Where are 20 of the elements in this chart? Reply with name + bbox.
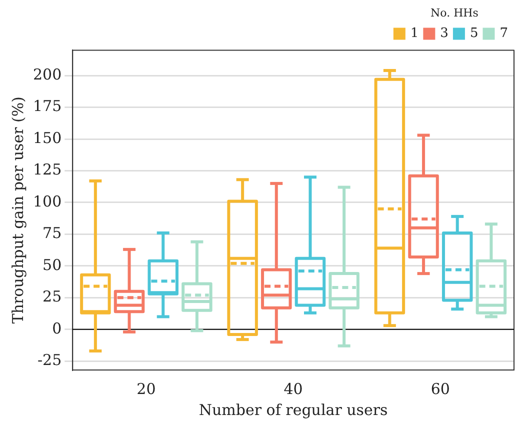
y-tick-label: 175 [32, 97, 62, 116]
y-tick-label: 25 [42, 288, 62, 306]
y-tick-label: 0 [52, 319, 62, 338]
y-tick-label: 200 [32, 65, 62, 84]
y-tick-label: 150 [32, 128, 62, 147]
y-axis-title: Throughput gain per user (%) [8, 96, 27, 324]
legend-label: 3 [440, 26, 448, 42]
x-tick-label: 60 [430, 380, 450, 398]
y-tick-label: 75 [42, 224, 62, 242]
y-tick-label: 100 [32, 192, 62, 210]
legend-label: 5 [470, 26, 478, 42]
legend-label: 1 [410, 26, 419, 42]
y-tick-label: 50 [42, 256, 62, 274]
y-tick-label: -25 [37, 351, 62, 370]
legend-title: No. HHs [430, 6, 479, 20]
legend-label: 7 [500, 26, 508, 42]
x-tick-label: 40 [284, 380, 303, 398]
x-axis-title: Number of regular users [198, 400, 388, 419]
x-tick-label: 20 [136, 380, 156, 398]
y-tick-label: 125 [32, 160, 62, 179]
